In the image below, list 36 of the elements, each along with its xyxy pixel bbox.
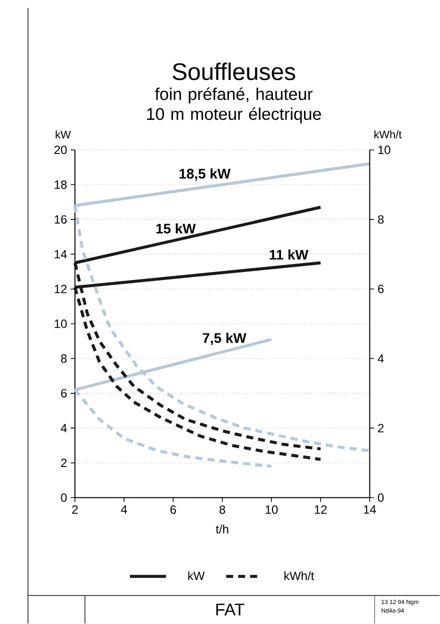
y2-tick-label: 4 — [378, 354, 384, 363]
annotation: 18,5 kW — [180, 168, 230, 181]
legend-label: kW — [188, 571, 205, 580]
annotation: 7,5 kW — [202, 332, 246, 345]
x-tick-label: 12 — [314, 505, 327, 514]
x-tick-label: 6 — [170, 505, 176, 514]
y-tick-label: 10 — [54, 320, 67, 328]
y2-tick-label: 10 — [378, 146, 390, 154]
y-tick-label: 16 — [54, 215, 67, 224]
x-tick-label: 8 — [219, 505, 226, 514]
text: FAT — [216, 604, 244, 616]
y-tick-label: 0 — [60, 493, 67, 502]
y2-tick-label: 0 — [378, 493, 384, 502]
x-tick-label: 14 — [364, 505, 376, 514]
y-tick-label: 20 — [54, 146, 67, 154]
y2-axis-title: kWh/t — [374, 130, 402, 138]
legend-label: kWh/t — [284, 571, 314, 580]
chart-subtitle: foin préfané, hauteur 10 m moteur électrique — [147, 87, 321, 124]
y-axis-title: kW — [56, 130, 71, 138]
x-tick-label: 10 — [266, 505, 278, 514]
y-tick-label: 14 — [54, 250, 67, 258]
y-tick-label: 8 — [60, 354, 67, 363]
x-axis-title: t/h — [216, 524, 228, 534]
chart-title: Souffleuses — [172, 62, 296, 80]
y-tick-label: 2 — [61, 458, 67, 468]
y-tick-label: 12 — [54, 284, 67, 294]
y-tick-label: 6 — [61, 389, 67, 398]
y-tick-label: 4 — [60, 424, 67, 432]
annotation: 15 kW — [156, 223, 196, 234]
y2-tick-label: 6 — [378, 284, 384, 294]
y2-tick-label: 8 — [378, 215, 384, 224]
y-tick-label: 18 — [54, 180, 67, 189]
x-tick-label: 2 — [72, 505, 78, 514]
x-tick-label: 4 — [120, 505, 127, 514]
y2-tick-label: 2 — [378, 424, 384, 432]
annotation: 11 kW — [270, 249, 308, 260]
